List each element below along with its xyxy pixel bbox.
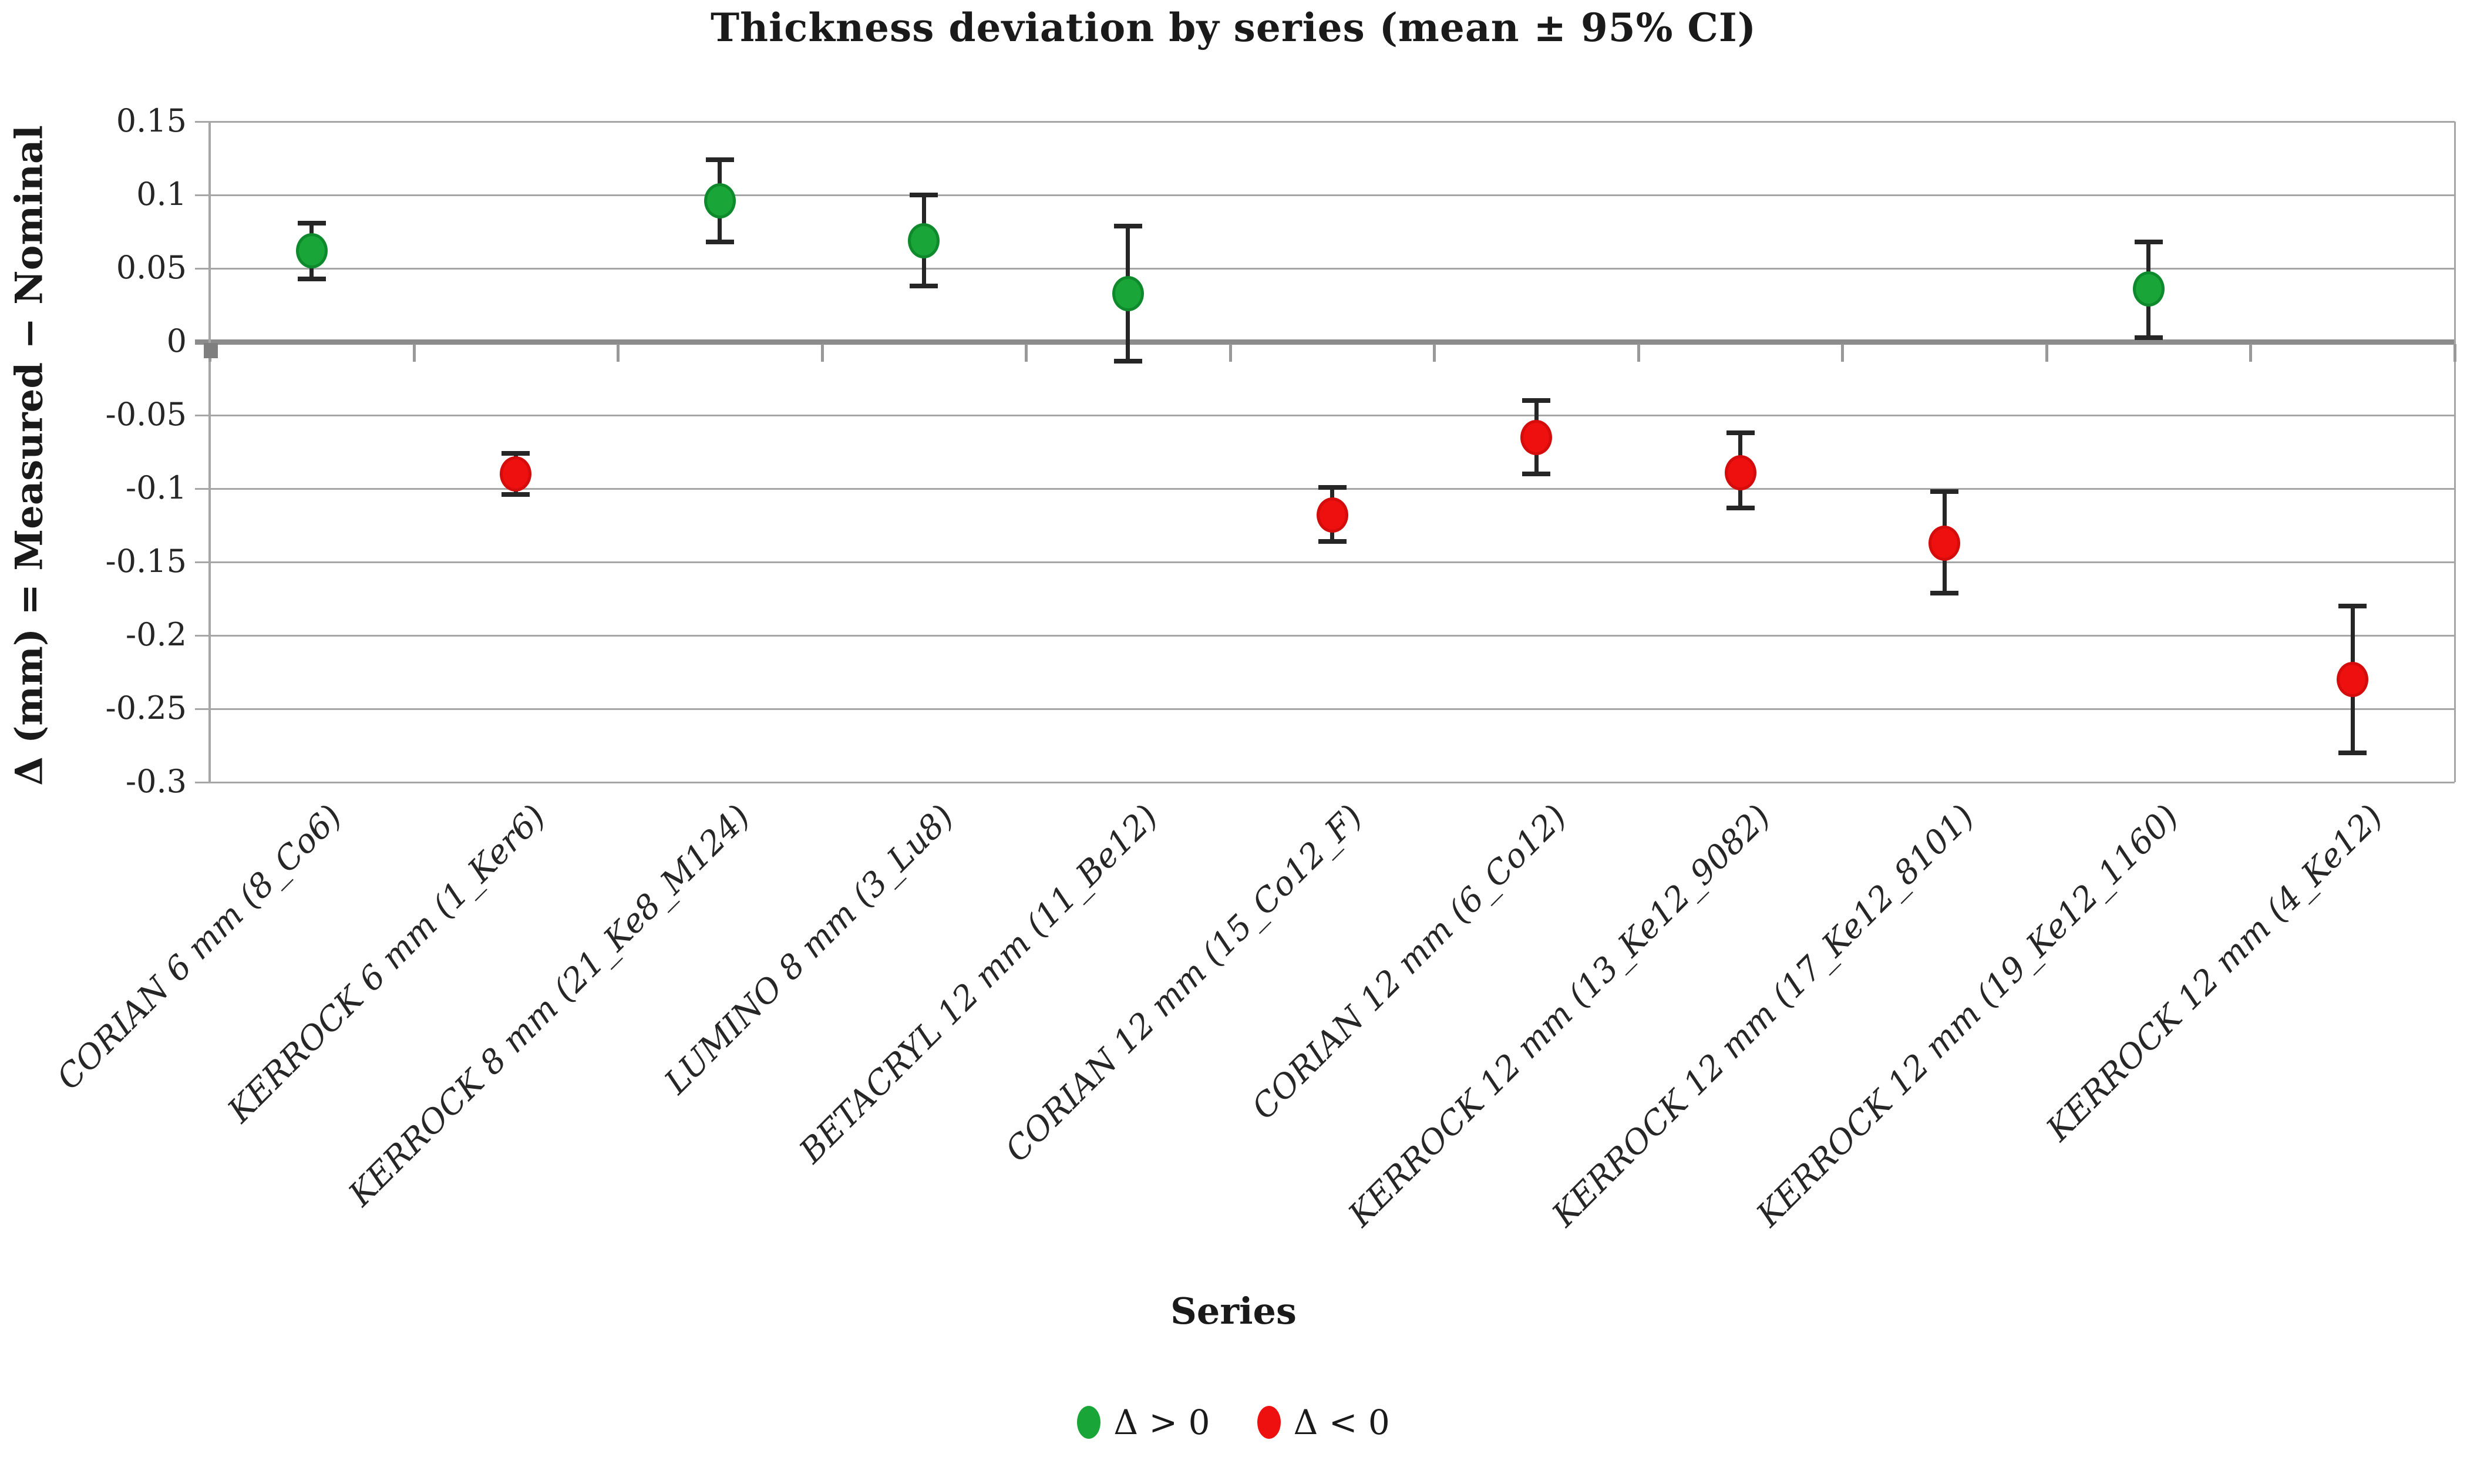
data-point-marker-negative	[1316, 497, 1348, 533]
error-bar-cap-top	[1726, 430, 1755, 435]
error-bar-cap-bottom	[1930, 590, 1959, 595]
x-category-label: KERROCK 12 mm (19_Ke12_1160)	[1749, 797, 2186, 1234]
plot-right-border	[2454, 122, 2456, 782]
error-bar-cap-bottom	[297, 276, 326, 281]
data-point-marker-negative	[500, 456, 532, 492]
zero-axis-tick	[204, 343, 218, 358]
error-bar-cap-bottom	[1522, 472, 1551, 476]
error-bar-cap-top	[1318, 484, 1347, 490]
x-category-label: KERROCK 6 mm (1_Ker6)	[220, 797, 554, 1130]
gridline	[195, 415, 2455, 416]
error-bar-cap-bottom	[910, 284, 938, 288]
gridline	[195, 268, 2455, 270]
y-tick-label: 0.05	[116, 249, 187, 286]
data-point-marker-positive	[908, 223, 940, 258]
y-tick-label: 0	[166, 322, 187, 359]
data-point-marker-positive	[704, 183, 736, 218]
x-axis-tick	[412, 344, 416, 362]
gridline	[195, 782, 2455, 783]
error-bar-cap-top	[1522, 398, 1551, 403]
error-bar-cap-bottom	[502, 492, 530, 497]
y-tick-label: -0.05	[105, 396, 187, 433]
x-axis-tick	[1637, 344, 1640, 362]
y-tick-label: -0.25	[105, 689, 187, 726]
legend-item-negative: Δ < 0	[1257, 1402, 1390, 1442]
error-bar-cap-bottom	[1113, 358, 1142, 364]
data-point-marker-negative	[2337, 662, 2369, 697]
error-bar-cap-bottom	[705, 240, 734, 244]
error-bar-cap-bottom	[1318, 539, 1347, 544]
gridline	[195, 561, 2455, 563]
zero-gridline	[195, 339, 2455, 345]
x-axis-tick	[2453, 344, 2456, 362]
error-bar-cap-bottom	[2134, 335, 2163, 340]
error-bar-cap-top	[1930, 489, 1959, 494]
x-category-label: KERROCK 12 mm (17_Ke12_8101)	[1545, 797, 1983, 1234]
y-tick-label: -0.3	[125, 763, 187, 800]
legend-label-positive: Δ > 0	[1113, 1402, 1210, 1442]
x-axis-tick	[820, 344, 824, 362]
error-bar-cap-top	[297, 220, 326, 226]
data-point-marker-positive	[2132, 271, 2165, 307]
y-tick-label: 0.15	[116, 102, 187, 139]
x-category-label: KERROCK 12 mm (4_Ke12)	[2039, 797, 2391, 1149]
error-bar-cap-top	[1113, 223, 1142, 228]
error-bar-cap-bottom	[1726, 505, 1755, 510]
legend: Δ > 0 Δ < 0	[0, 1402, 2467, 1442]
legend-marker-positive-icon	[1077, 1406, 1101, 1439]
error-bar-cap-bottom	[2338, 751, 2367, 755]
x-axis-tick	[1841, 344, 1845, 362]
error-bar-cap-top	[910, 193, 938, 197]
x-category-label: BETACRYL 12 mm (11_Be12)	[792, 797, 1166, 1171]
x-category-label: CORIAN 12 mm (15_Co12_F)	[997, 797, 1370, 1170]
x-category-label: KERROCK 8 mm (21_Ke8_M124)	[341, 797, 758, 1214]
legend-label-negative: Δ < 0	[1293, 1402, 1390, 1442]
data-point-marker-positive	[1112, 275, 1144, 311]
gridline	[195, 708, 2455, 710]
legend-item-positive: Δ > 0	[1077, 1402, 1210, 1442]
data-point-marker-negative	[1724, 455, 1756, 490]
data-point-marker-negative	[1928, 525, 1961, 561]
y-tick-label: -0.2	[125, 616, 187, 653]
y-tick-label: -0.15	[105, 543, 187, 580]
legend-marker-negative-icon	[1257, 1406, 1281, 1439]
data-point-marker-positive	[295, 233, 328, 268]
error-bar-cap-top	[705, 157, 734, 162]
data-point-marker-negative	[1520, 419, 1553, 455]
chart-title: Thickness deviation by series (mean ± 95…	[710, 5, 1757, 51]
x-axis-title: Series	[1170, 1290, 1297, 1332]
x-axis-tick	[617, 344, 620, 362]
y-axis-line	[208, 122, 211, 782]
x-axis-tick	[1025, 344, 1028, 362]
gridline	[195, 121, 2455, 123]
error-bar-cap-top	[2338, 604, 2367, 608]
error-bar-cap-top	[502, 451, 530, 456]
x-axis-tick	[1229, 344, 1232, 362]
x-axis-tick	[2249, 344, 2253, 362]
y-tick-label: -0.1	[125, 469, 187, 506]
x-axis-tick	[2045, 344, 2048, 362]
gridline	[195, 194, 2455, 196]
error-bar-cap-top	[2134, 240, 2163, 244]
x-axis-tick	[1433, 344, 1436, 362]
gridline	[195, 635, 2455, 637]
y-tick-label: 0.1	[136, 176, 187, 213]
x-category-label: KERROCK 12 mm (13_Ke12_9082)	[1341, 797, 1778, 1234]
